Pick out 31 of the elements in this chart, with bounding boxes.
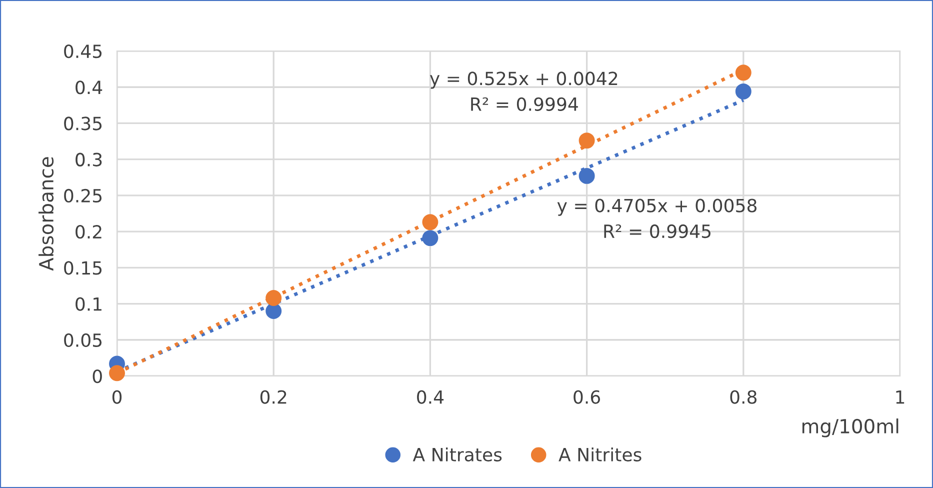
y-tick-label: 0.15 [64, 261, 102, 275]
y-tick-label: 0 [92, 369, 102, 384]
point [266, 290, 282, 306]
point [735, 83, 752, 100]
y-axis-title: Absorbance [38, 157, 54, 271]
y-tick-label: 0.3 [76, 152, 102, 166]
y-tick-label: 0.25 [64, 188, 102, 203]
y-tick-label: 0.1 [76, 297, 102, 311]
point [109, 365, 125, 382]
y-tick-label: 0.05 [64, 333, 102, 348]
x-tick-label: 0 [112, 390, 122, 404]
point [422, 230, 438, 246]
annotation: y = 0.4705x + 0.0058 R² = 0.9945 [557, 198, 757, 238]
x-axis-title: mg/100ml [802, 418, 898, 438]
y-tick-label: 0.4 [76, 80, 102, 94]
x-tick-label: 0.8 [730, 390, 757, 404]
x-tick-label: 0.2 [260, 390, 286, 404]
y-tick-label: 0.45 [64, 44, 102, 58]
x-tick-label: 0.4 [417, 390, 444, 404]
x-tick-label: 1 [896, 390, 904, 404]
legend-label: A Nitrites [558, 448, 642, 462]
legend-label: A Nitrates [412, 448, 502, 462]
annotation: y = 0.525x + 0.0042 R² = 0.9994 [430, 72, 618, 111]
point [422, 214, 438, 230]
y-tick-label: 0.2 [76, 225, 102, 239]
point [578, 132, 595, 149]
point [735, 64, 752, 81]
point [578, 168, 595, 184]
point [266, 303, 282, 319]
y-tick-label: 0.35 [64, 116, 102, 130]
x-tick-label: 0.6 [574, 390, 600, 404]
